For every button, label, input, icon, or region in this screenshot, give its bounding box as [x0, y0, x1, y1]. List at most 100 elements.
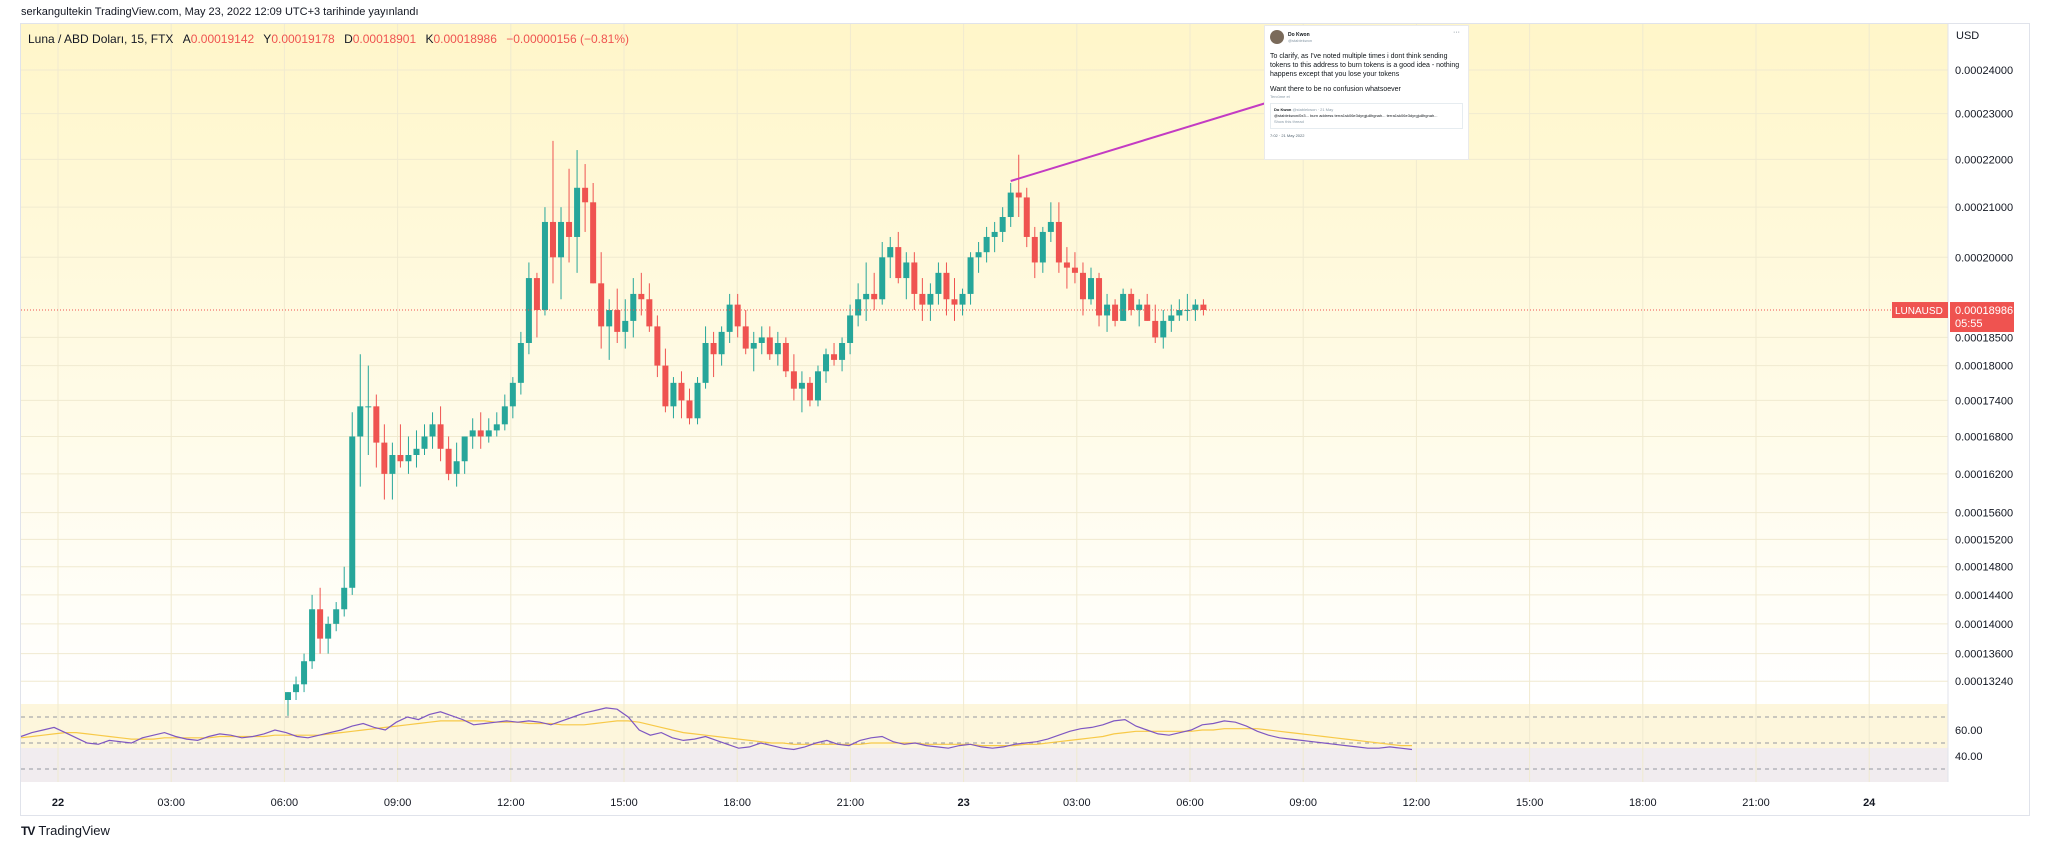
legend-high-value: 0.00019178 — [271, 32, 335, 46]
candle-up — [879, 257, 886, 300]
legend-symbol[interactable]: Luna / ABD Doları, 15, FTX — [28, 32, 174, 46]
translate-link[interactable]: Tercüme et — [1270, 94, 1290, 99]
candle-down — [317, 609, 324, 639]
y-tick-label: 0.00013240 — [1955, 676, 2013, 688]
more-icon[interactable]: ··· — [1453, 29, 1460, 36]
brand-name: TradingView — [38, 823, 110, 838]
candle-up — [365, 406, 372, 408]
candle-down — [445, 448, 452, 474]
candle-up — [726, 304, 733, 332]
candle-down — [646, 299, 653, 327]
candle-up — [429, 424, 436, 437]
quoted-author: Do Kwon — [1274, 107, 1292, 112]
x-tick-label: 18:00 — [723, 797, 751, 809]
x-tick-label: 09:00 — [384, 797, 412, 809]
candle-up — [927, 293, 934, 305]
candle-down — [566, 221, 573, 237]
candle-down — [766, 337, 773, 355]
candle-down — [533, 278, 540, 311]
candle-up — [622, 320, 629, 332]
candle-up — [887, 247, 894, 258]
candle-up — [774, 342, 781, 355]
price-tag: 0.00018986 — [1955, 305, 2013, 317]
candle-up — [839, 342, 846, 360]
tweet-body-2: Want there to be no confusion whatsoever — [1270, 86, 1401, 93]
y-tick-label: 0.00016800 — [1955, 431, 2013, 443]
y-tick-label: 0.00018000 — [1955, 361, 2013, 373]
candle-up — [301, 661, 308, 685]
candle-up — [606, 310, 613, 327]
candle-up — [349, 436, 356, 588]
candle-down — [638, 293, 645, 300]
candle-down — [1023, 197, 1030, 237]
candle-down — [1071, 267, 1078, 273]
candle-up — [389, 454, 396, 474]
candle-up — [517, 342, 524, 383]
candle-up — [983, 236, 990, 253]
candle-up — [863, 293, 870, 300]
footer-brand[interactable]: TV TradingView — [21, 823, 110, 838]
candle-down — [381, 442, 388, 474]
candle-down — [1055, 221, 1062, 263]
x-tick-label: 12:00 — [497, 797, 525, 809]
annotation-line — [1010, 102, 1267, 182]
candle-up — [413, 448, 420, 455]
candle-down — [1152, 320, 1159, 338]
candle-up — [999, 217, 1006, 232]
candle-down — [951, 299, 958, 305]
candle-down — [1200, 304, 1207, 311]
price-tag-bg — [1950, 302, 2014, 333]
legend-change: −0.00000156 (−0.81%) — [506, 32, 630, 46]
candle-up — [1192, 304, 1199, 311]
candle-up — [309, 609, 316, 662]
candle-up — [1136, 304, 1143, 311]
countdown-tag: 05:55 — [1955, 318, 1983, 330]
candle-down — [549, 221, 556, 258]
candle-up — [574, 187, 581, 237]
candle-up — [325, 623, 332, 639]
candle-up — [855, 299, 862, 316]
legend-close-value: 0.00018986 — [433, 32, 497, 46]
candle-down — [1031, 236, 1038, 263]
quoted-tweet[interactable]: Do Kwon @stablekwon · 21 May @stablekwon… — [1270, 103, 1463, 129]
legend-open-value: 0.00019142 — [190, 32, 255, 46]
x-tick-label: 18:00 — [1629, 797, 1657, 809]
candle-up — [341, 587, 348, 610]
candle-up — [750, 342, 757, 349]
tweet-author: Do Kwon — [1288, 31, 1310, 38]
candle-up — [694, 382, 701, 419]
candle-up — [847, 315, 854, 343]
candle-down — [782, 342, 789, 372]
legend-low-value: 0.00018901 — [352, 32, 417, 46]
candle-down — [437, 424, 444, 449]
legend-high-label: Y — [263, 32, 272, 46]
y-tick-label: 0.00016200 — [1955, 469, 2013, 481]
candle-up — [541, 221, 548, 311]
y-tick-label: 0.00015200 — [1955, 534, 2013, 546]
candle-down — [871, 293, 878, 300]
candle-up — [1039, 231, 1046, 263]
tweet-handle: @stablekwon — [1288, 37, 1313, 43]
candle-up — [1007, 192, 1014, 218]
x-tick-label: 06:00 — [271, 797, 299, 809]
candle-down — [678, 382, 685, 401]
x-tick-label: 23 — [957, 797, 969, 809]
candle-up — [1047, 221, 1054, 232]
candle-up — [798, 382, 805, 389]
candle-up — [293, 684, 300, 693]
candle-down — [1128, 293, 1135, 311]
candle-up — [1088, 278, 1094, 300]
candle-up — [285, 692, 291, 700]
tweet-embed[interactable]: ··· Do Kwon @stablekwon To clarify, as I… — [1264, 25, 1469, 160]
quoted-thread-link[interactable]: Show this thread — [1274, 119, 1304, 124]
candle-down — [1112, 304, 1119, 321]
y-tick-label: 0.00014800 — [1955, 562, 2013, 574]
candle-down — [477, 430, 484, 437]
currency-label[interactable]: USD — [1956, 30, 1980, 42]
candle-up — [975, 252, 982, 258]
x-tick-label: 06:00 — [1176, 797, 1204, 809]
candle-down — [734, 304, 741, 327]
legend-close-label: K — [425, 32, 434, 46]
candle-down — [742, 326, 749, 349]
